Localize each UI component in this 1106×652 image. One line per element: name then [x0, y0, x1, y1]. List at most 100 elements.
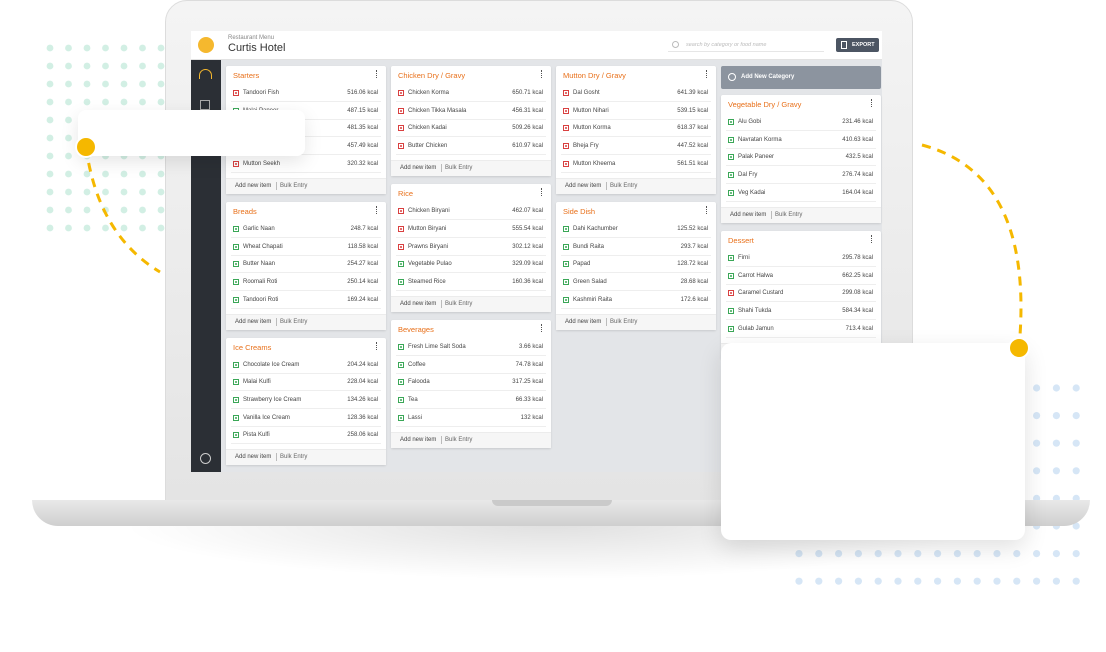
bulk-entry-link[interactable]: Bulk Entry — [280, 454, 308, 461]
food-marker-dot — [730, 327, 732, 330]
food-marker-dot — [400, 416, 402, 419]
bulk-entry-link[interactable]: Bulk Entry — [610, 182, 638, 189]
row-divider — [231, 408, 381, 409]
card-menu[interactable] — [706, 205, 708, 214]
add-item-link[interactable]: Add new item — [400, 300, 437, 307]
card-title: Dessert — [728, 235, 754, 245]
food-marker-dot — [565, 263, 567, 266]
food-name: Bheja Fry — [573, 143, 599, 150]
food-name: Alu Gobi — [738, 119, 762, 125]
food-name: Tea — [408, 397, 418, 403]
food-marker — [728, 172, 734, 179]
add-item-link[interactable]: Add new item — [235, 318, 272, 325]
food-name: Wheat Chapati — [243, 243, 283, 250]
food-marker — [398, 143, 404, 150]
food-marker — [563, 261, 569, 268]
food-kcal: 3.66 kcal — [518, 343, 543, 350]
food-name: Butter Naan — [243, 261, 276, 268]
dot — [894, 577, 902, 585]
food-kcal: 295.78 kcal — [842, 254, 873, 261]
food-kcal: 248.7 kcal — [350, 225, 378, 232]
bulk-entry-link[interactable]: Bulk Entry — [445, 436, 473, 443]
card-menu[interactable] — [871, 234, 873, 243]
food-marker — [398, 125, 404, 132]
card-menu[interactable] — [541, 70, 543, 78]
food-name: Shahi Tukda — [738, 307, 772, 314]
dot — [1013, 550, 1021, 558]
food-kcal: 164.04 kcal — [842, 189, 873, 196]
food-kcal: 125.52 kcal — [677, 225, 708, 232]
add-item-link[interactable]: Add new item — [565, 318, 602, 325]
row-divider — [726, 183, 876, 185]
sidebar-icon[interactable] — [200, 453, 211, 464]
row-divider — [396, 390, 546, 392]
add-category-button[interactable] — [721, 66, 881, 89]
card-menu[interactable] — [376, 341, 378, 350]
laptop-notch — [492, 500, 612, 506]
card-menu[interactable] — [706, 70, 708, 78]
add-item-link[interactable]: Add new item — [730, 211, 767, 218]
card-menu[interactable] — [871, 99, 873, 107]
food-kcal: 276.74 kcal — [842, 172, 873, 179]
row-divider — [396, 219, 546, 221]
row-divider — [231, 390, 381, 392]
dot — [46, 62, 54, 70]
food-kcal: 172.6 kcal — [680, 296, 708, 303]
card-title: Breads — [233, 206, 257, 216]
dot — [874, 577, 882, 585]
dot — [1052, 412, 1060, 420]
bulk-entry-link[interactable]: Bulk Entry — [280, 318, 308, 325]
add-item-link[interactable]: Add new item — [235, 182, 272, 189]
bulk-entry-link[interactable]: Bulk Entry — [280, 182, 308, 189]
food-marker-dot — [235, 227, 237, 230]
food-name: Mutton Nihari — [573, 107, 609, 114]
footer-sep — [606, 317, 607, 326]
bulk-entry-link[interactable]: Bulk Entry — [445, 300, 473, 307]
card-menu[interactable] — [376, 70, 378, 78]
food-kcal: 228.04 kcal — [347, 379, 378, 386]
food-marker — [398, 243, 404, 250]
food-marker — [233, 160, 239, 167]
food-name: Chicken Kadai — [408, 125, 447, 132]
dot — [795, 577, 803, 585]
dot — [46, 98, 54, 106]
food-kcal: 128.36 kcal — [347, 414, 378, 421]
dot — [65, 80, 72, 88]
dot — [1072, 550, 1080, 558]
food-kcal: 447.52 kcal — [677, 143, 708, 150]
row-divider — [396, 118, 546, 120]
food-kcal: 584.34 kcal — [842, 307, 873, 314]
food-marker-dot — [400, 345, 402, 348]
card-menu[interactable] — [541, 323, 543, 332]
card-menu[interactable] — [541, 188, 543, 197]
food-marker-dot — [565, 145, 567, 148]
bulk-entry-link[interactable]: Bulk Entry — [445, 165, 473, 172]
export-label: EXPORT — [852, 42, 875, 48]
dot — [46, 44, 54, 52]
add-item-link[interactable]: Add new item — [400, 436, 437, 443]
food-name: Tandoori Roti — [243, 296, 279, 303]
row-divider — [231, 118, 381, 120]
add-item-link[interactable]: Add new item — [565, 182, 602, 189]
food-kcal: 650.71 kcal — [512, 90, 543, 96]
row-divider — [231, 136, 381, 138]
add-item-link[interactable]: Add new item — [235, 454, 272, 461]
food-marker-dot — [565, 245, 567, 248]
food-name: Palak Paneer — [738, 154, 775, 161]
bulk-entry-link[interactable]: Bulk Entry — [610, 318, 638, 325]
bulk-entry-link[interactable]: Bulk Entry — [775, 211, 803, 218]
food-name: Fresh Lime Salt Soda — [408, 343, 466, 350]
row-divider — [231, 154, 381, 156]
food-marker — [233, 278, 239, 285]
row-divider — [726, 265, 876, 267]
dot — [1072, 467, 1080, 475]
food-marker — [563, 225, 569, 232]
food-marker — [233, 361, 239, 368]
card-menu[interactable] — [376, 205, 378, 214]
search-box[interactable] — [668, 38, 824, 52]
dot — [139, 80, 146, 88]
row-divider — [396, 372, 546, 374]
card-footer — [391, 431, 551, 448]
add-item-link[interactable]: Add new item — [400, 165, 437, 172]
search-icon — [672, 41, 679, 48]
